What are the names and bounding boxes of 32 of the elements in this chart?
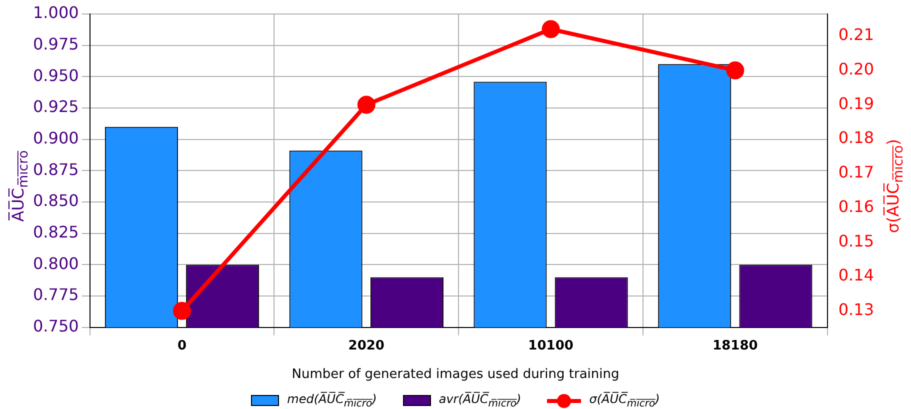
x-tick-label: 18180 — [712, 338, 758, 354]
y2-tick-label: 0.16 — [838, 196, 874, 216]
y-tick-label: 0.900 — [32, 128, 79, 148]
y-tick-label: 0.950 — [32, 66, 79, 85]
x-tick-label: 0 — [177, 338, 187, 354]
point — [726, 61, 744, 80]
y2-tick-label: 0.19 — [838, 94, 874, 113]
y-tick-label: 0.850 — [32, 191, 79, 210]
legend-label: avr(A̅U̅C̅$_{m̅i̅c̅r̅o̅}$) — [438, 392, 522, 409]
x-axis-title: Number of generated images used during training — [290, 367, 620, 382]
point — [542, 20, 560, 38]
legend-label: med(A̅U̅C̅$_{m̅i̅c̅r̅o̅}$) — [287, 392, 377, 409]
y2-tick-label: 0.15 — [838, 231, 874, 250]
point — [357, 96, 376, 114]
x-tick-label: 10100 — [528, 338, 574, 354]
y-tick-label: 0.925 — [32, 97, 79, 116]
y-tick-label: 0.750 — [32, 316, 79, 336]
point — [173, 302, 191, 320]
legend-label: σ(A̅U̅C̅$_{m̅i̅c̅r̅o̅}$) — [589, 392, 660, 409]
x-tick-label: 2020 — [348, 338, 384, 354]
y-tick-label: 1.000 — [32, 3, 79, 22]
y2-tick-label: 0.18 — [838, 128, 874, 148]
y2-tick-label: 0.20 — [838, 60, 874, 79]
y-tick-label: 0.775 — [32, 285, 79, 304]
y-tick-label: 0.800 — [32, 254, 79, 273]
y2-tick-label: 0.17 — [838, 162, 874, 182]
y-tick-label: 0.875 — [32, 160, 79, 179]
y2-tick-label: 0.13 — [838, 300, 874, 320]
y2-tick-label: 0.21 — [838, 25, 874, 44]
y-tick-label: 0.975 — [32, 34, 79, 54]
y-tick-label: 0.825 — [32, 222, 79, 242]
y2-tick-label: 0.14 — [838, 266, 874, 285]
